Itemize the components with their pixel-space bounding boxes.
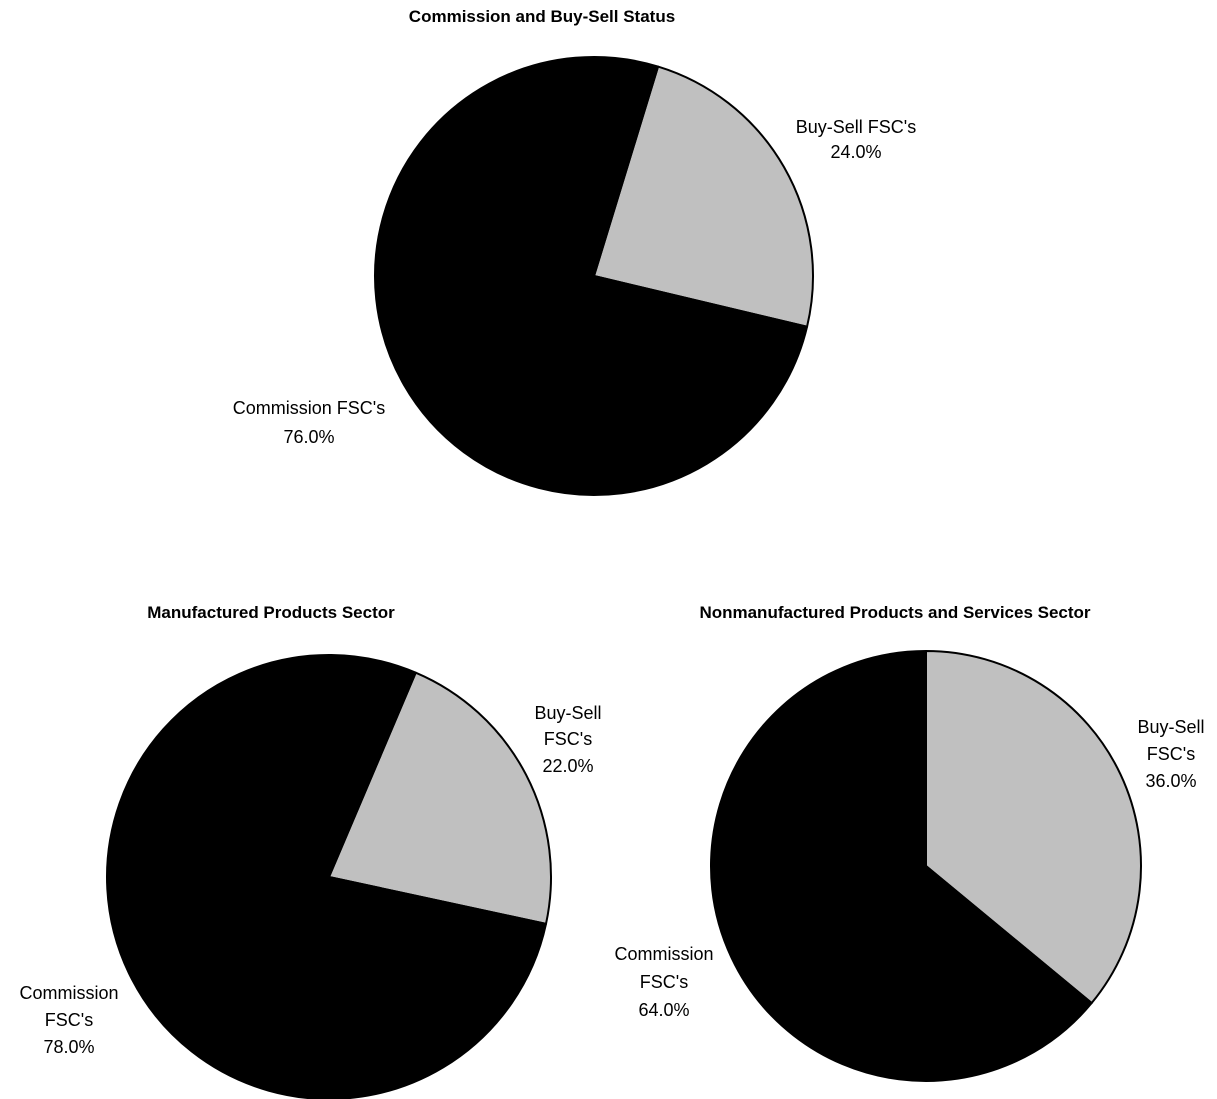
slice-label-name-line2: FSC's bbox=[544, 729, 592, 749]
slice-label-percent: 36.0% bbox=[1145, 771, 1196, 791]
slice-label-buy-sell: Buy-Sell FSC's 36.0% bbox=[1137, 717, 1204, 791]
slice-label-name: Commission bbox=[19, 983, 118, 1003]
chart-title: Commission and Buy-Sell Status bbox=[409, 7, 675, 26]
pie-slice-buy-sell bbox=[593, 65, 814, 328]
slice-label-buy-sell: Buy-Sell FSC's 22.0% bbox=[534, 703, 601, 776]
pie-chart-nonmanufactured: Nonmanufactured Products and Services Se… bbox=[614, 603, 1205, 1082]
slice-label-commission: Commission FSC's 76.0% bbox=[233, 398, 385, 447]
pie-slices bbox=[374, 56, 814, 496]
slice-label-percent: 24.0% bbox=[830, 142, 881, 162]
slice-label-name: Buy-Sell bbox=[1137, 717, 1204, 737]
pie-chart-manufactured: Manufactured Products Sector Buy-Sell FS… bbox=[19, 603, 602, 1099]
pie-slice-commission bbox=[374, 56, 809, 496]
chart-title: Manufactured Products Sector bbox=[147, 603, 395, 622]
pie-slices bbox=[106, 654, 552, 1099]
slice-label-percent: 78.0% bbox=[43, 1037, 94, 1057]
slice-label-commission: Commission FSC's 78.0% bbox=[19, 983, 118, 1057]
pie-slice-buy-sell bbox=[925, 650, 1142, 1005]
slice-label-percent: 76.0% bbox=[283, 427, 334, 447]
slice-label-name-line2: FSC's bbox=[45, 1010, 93, 1030]
pie-slice-buy-sell bbox=[328, 671, 552, 925]
pie-slice-commission bbox=[106, 654, 547, 1099]
pie-chart-overall: Commission and Buy-Sell Status Buy-Sell … bbox=[233, 7, 916, 496]
slice-label-name: Buy-Sell bbox=[534, 703, 601, 723]
chart-title: Nonmanufactured Products and Services Se… bbox=[699, 603, 1090, 622]
slice-label-buy-sell: Buy-Sell FSC's 24.0% bbox=[796, 117, 916, 162]
slice-label-percent: 64.0% bbox=[638, 1000, 689, 1020]
slice-label-commission: Commission FSC's 64.0% bbox=[614, 944, 713, 1020]
slice-label-name-line2: FSC's bbox=[640, 972, 688, 992]
slice-label-name: Commission bbox=[614, 944, 713, 964]
pie-slice-commission bbox=[710, 650, 1093, 1082]
slice-label-name-line2: FSC's bbox=[1147, 744, 1195, 764]
slice-label-percent: 22.0% bbox=[542, 756, 593, 776]
slice-label-name: Commission FSC's bbox=[233, 398, 385, 418]
slice-label-name: Buy-Sell FSC's bbox=[796, 117, 916, 137]
pie-slices bbox=[710, 650, 1142, 1082]
